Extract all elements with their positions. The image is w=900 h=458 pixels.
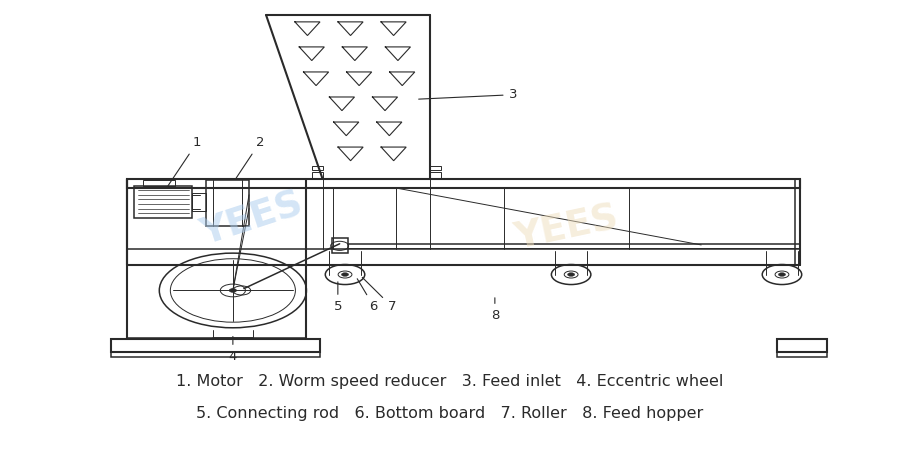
- Text: 5: 5: [334, 282, 342, 313]
- Bar: [111, 352, 320, 357]
- Bar: [206, 180, 249, 226]
- Bar: [430, 166, 441, 169]
- Bar: [134, 186, 193, 218]
- Bar: [311, 166, 322, 169]
- Bar: [778, 339, 827, 352]
- Bar: [193, 192, 206, 211]
- Text: 4: 4: [229, 337, 237, 363]
- Text: 2: 2: [236, 136, 264, 178]
- Bar: [127, 179, 800, 188]
- Text: 6: 6: [357, 279, 378, 313]
- Bar: [143, 180, 175, 186]
- Circle shape: [230, 289, 237, 292]
- Text: 7: 7: [363, 278, 396, 313]
- Text: 3: 3: [418, 88, 518, 101]
- Bar: [331, 238, 347, 253]
- Circle shape: [778, 273, 786, 276]
- Circle shape: [341, 273, 348, 276]
- Bar: [111, 339, 320, 352]
- Text: 5. Connecting rod   6. Bottom board   7. Roller   8. Feed hopper: 5. Connecting rod 6. Bottom board 7. Rol…: [196, 406, 704, 421]
- Bar: [796, 179, 800, 266]
- Text: 8: 8: [491, 298, 499, 322]
- Bar: [430, 172, 441, 179]
- Text: 1. Motor   2. Worm speed reducer   3. Feed inlet   4. Eccentric wheel: 1. Motor 2. Worm speed reducer 3. Feed i…: [176, 374, 724, 389]
- Circle shape: [568, 273, 575, 276]
- Bar: [311, 172, 322, 179]
- Bar: [778, 352, 827, 357]
- Text: YEES: YEES: [511, 201, 622, 257]
- Text: YEES: YEES: [197, 186, 309, 253]
- Text: 1: 1: [167, 136, 202, 187]
